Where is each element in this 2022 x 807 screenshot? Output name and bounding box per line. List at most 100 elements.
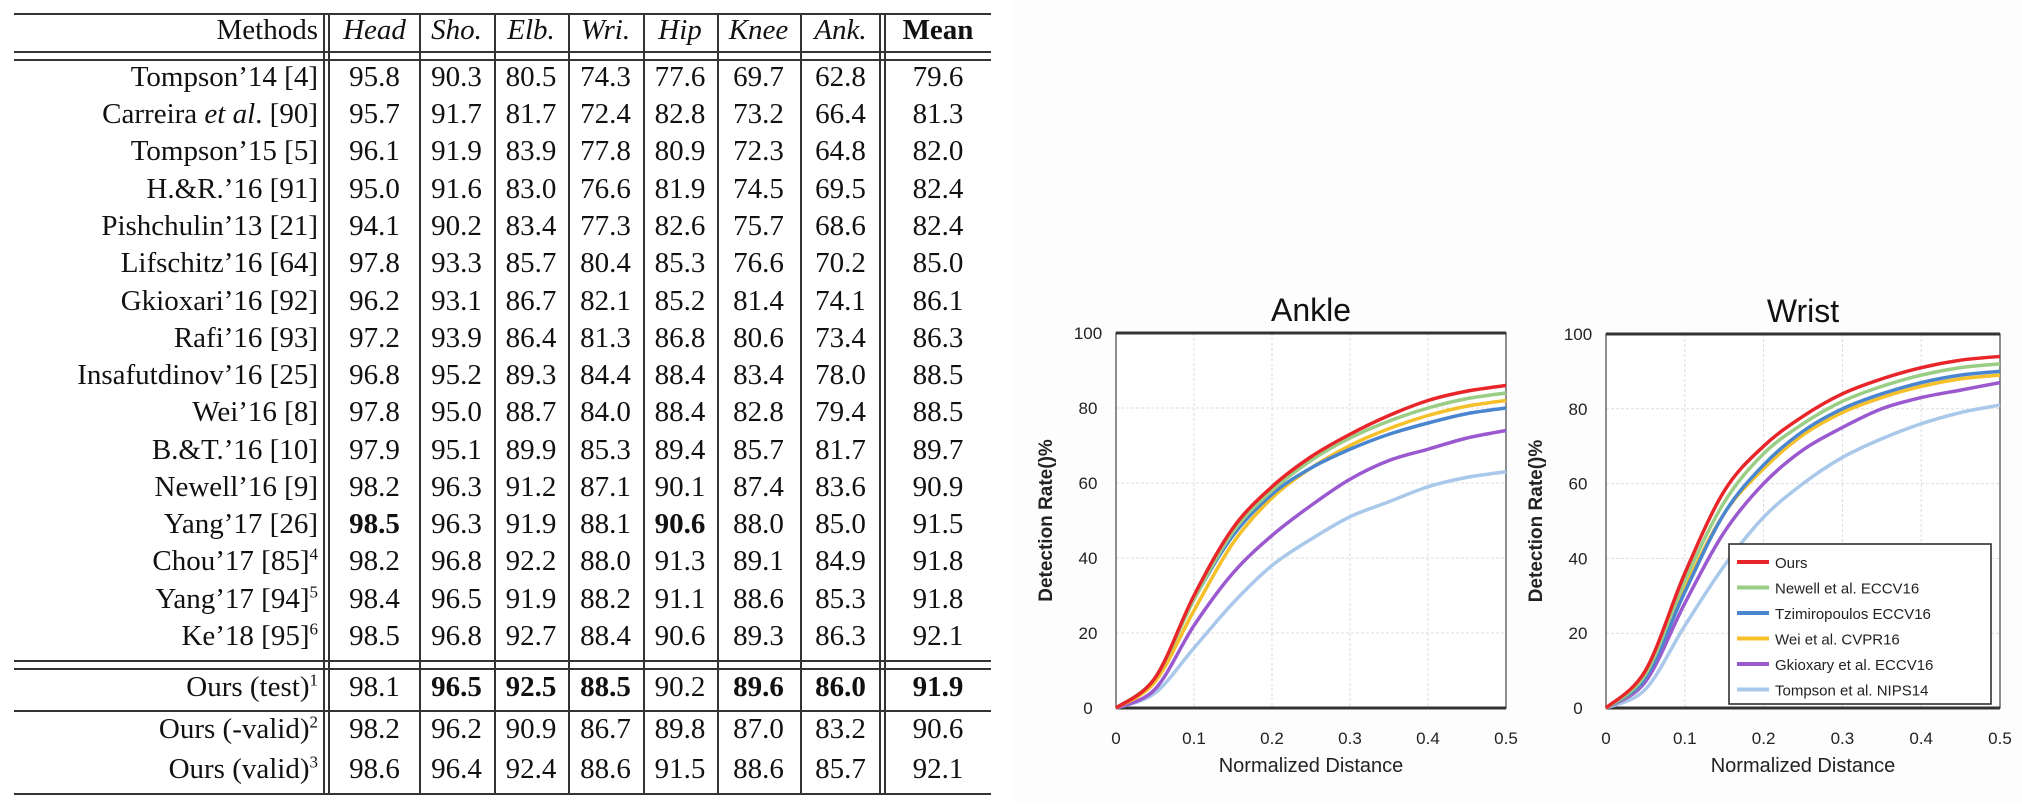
series-line-ours — [1114, 383, 1507, 710]
table-cell: 98.5 — [349, 620, 400, 652]
y-tick-label: 20 — [1569, 624, 1588, 643]
table-cell: 86.4 — [505, 322, 557, 354]
column-header: Ank. — [814, 14, 867, 46]
method-name: Carreira et al. [90] — [0, 96, 318, 133]
method-text-part: Lifschitz’16 [64] — [120, 247, 318, 279]
x-tick-label: 0.1 — [1182, 729, 1206, 748]
y-tick-label: 40 — [1569, 549, 1588, 568]
table-cell: 96.5 — [431, 671, 482, 703]
table-cell: 74.5 — [733, 173, 784, 205]
legend-label: Wei et al. CVPR16 — [1775, 632, 1900, 649]
table-cell: 90.6 — [654, 508, 706, 540]
table-cell: 88.4 — [654, 396, 706, 428]
x-tick-label: 0.2 — [1752, 729, 1776, 748]
table-cell: 87.0 — [733, 713, 784, 745]
table-cell: 88.5 — [912, 396, 964, 428]
table-rule — [14, 59, 991, 61]
y-tick-label: 0 — [1573, 699, 1582, 718]
table-cell: 82.8 — [733, 396, 784, 428]
column-divider — [884, 13, 886, 793]
table-cell: 84.0 — [580, 396, 631, 428]
column-divider — [419, 13, 421, 793]
table-cell: 79.6 — [912, 61, 964, 93]
table-cell: 78.0 — [815, 359, 866, 391]
table-cell: 96.3 — [431, 471, 482, 503]
method-name: Tompson’15 [5] — [0, 133, 318, 170]
table-cell: 83.6 — [815, 471, 866, 503]
table-rule — [14, 710, 991, 712]
series-line-gkioxary-et-al-eccv16 — [1605, 380, 2001, 710]
x-tick-label: 0 — [1111, 729, 1120, 748]
table-cell: 92.2 — [505, 545, 557, 577]
table-cell: 73.4 — [815, 322, 866, 354]
method-text-part: Ke’18 [95] — [181, 620, 310, 652]
footnote-marker: 1 — [309, 670, 319, 690]
table-cell: 86.8 — [654, 322, 706, 354]
y-tick-label: 0 — [1083, 699, 1092, 718]
method-name: Lifschitz’16 [64] — [0, 245, 318, 282]
table-cell: 82.8 — [654, 98, 706, 130]
method-name: H.&R.’16 [91] — [0, 171, 318, 208]
method-text-part: . [90] — [255, 98, 318, 130]
table-cell: 92.7 — [505, 620, 557, 652]
table-cell: 90.1 — [654, 471, 706, 503]
legend: Ours Newell et al. ECCV16 Tzimiropoulos EC… — [1728, 543, 1992, 705]
table-cell: 86.0 — [815, 671, 866, 703]
method-text-part: Chou’17 [85] — [152, 545, 310, 577]
column-header: Wri. — [580, 14, 631, 46]
table-cell: 93.3 — [431, 247, 482, 279]
table-cell: 86.3 — [815, 620, 866, 652]
table-cell: 77.8 — [580, 135, 631, 167]
legend-label: Tzimiropoulos ECCV16 — [1775, 606, 1931, 623]
table-cell: 86.7 — [505, 285, 557, 317]
table-cell: 91.7 — [431, 98, 482, 130]
table-cell: 85.2 — [654, 285, 706, 317]
method-text-part: Ours (test) — [186, 671, 310, 703]
table-rule — [14, 13, 991, 15]
table-cell: 97.8 — [349, 247, 400, 279]
table-cell: 94.1 — [349, 210, 400, 242]
table-cell: 81.4 — [733, 285, 784, 317]
table-cell: 98.6 — [349, 753, 400, 785]
table-cell: 66.4 — [815, 98, 866, 130]
table-cell: 91.5 — [912, 508, 964, 540]
table-cell: 82.4 — [912, 210, 964, 242]
method-name: Ke’18 [95]6 — [0, 618, 318, 655]
table-cell: 84.4 — [580, 359, 631, 391]
table-cell: 80.9 — [654, 135, 706, 167]
method-name: Yang’17 [94]5 — [0, 581, 318, 618]
method-name: Insafutdinov’16 [25] — [0, 357, 318, 394]
method-name: Ours (valid)3 — [0, 751, 318, 788]
x-tick-label: 0 — [1601, 729, 1610, 748]
chart-title: Ankle — [1271, 292, 1351, 328]
table-cell: 81.3 — [912, 98, 964, 130]
table-cell: 75.7 — [733, 210, 784, 242]
method-text-part: B.&T.’16 [10] — [151, 434, 318, 466]
table-cell: 88.0 — [580, 545, 631, 577]
table-cell: 97.8 — [349, 396, 400, 428]
table-cell: 69.7 — [733, 61, 784, 93]
table-cell: 86.3 — [912, 322, 964, 354]
table-cell: 76.6 — [580, 173, 631, 205]
table-cell: 96.5 — [431, 583, 482, 615]
method-text-part: Yang’17 [94] — [155, 583, 310, 615]
table-cell: 95.0 — [349, 173, 400, 205]
table-cell: 73.2 — [733, 98, 784, 130]
method-text-part: Tompson’14 [4] — [130, 61, 318, 93]
table-cell: 88.6 — [733, 583, 784, 615]
legend-label: Newell et al. ECCV16 — [1775, 581, 1919, 598]
table-cell: 85.0 — [815, 508, 866, 540]
x-tick-label: 0.5 — [1494, 729, 1518, 748]
method-name: Yang’17 [26] — [0, 506, 318, 543]
table-cell: 86.7 — [580, 713, 631, 745]
column-header: Knee — [728, 14, 789, 46]
table-cell: 85.3 — [580, 434, 631, 466]
table-cell: 86.1 — [912, 285, 964, 317]
table-cell: 97.2 — [349, 322, 400, 354]
table-cell: 96.1 — [349, 135, 400, 167]
table-cell: 91.6 — [431, 173, 482, 205]
column-header: Hip — [658, 14, 702, 46]
footnote-marker: 4 — [309, 544, 319, 564]
column-divider — [323, 13, 325, 793]
table-cell: 81.9 — [654, 173, 706, 205]
